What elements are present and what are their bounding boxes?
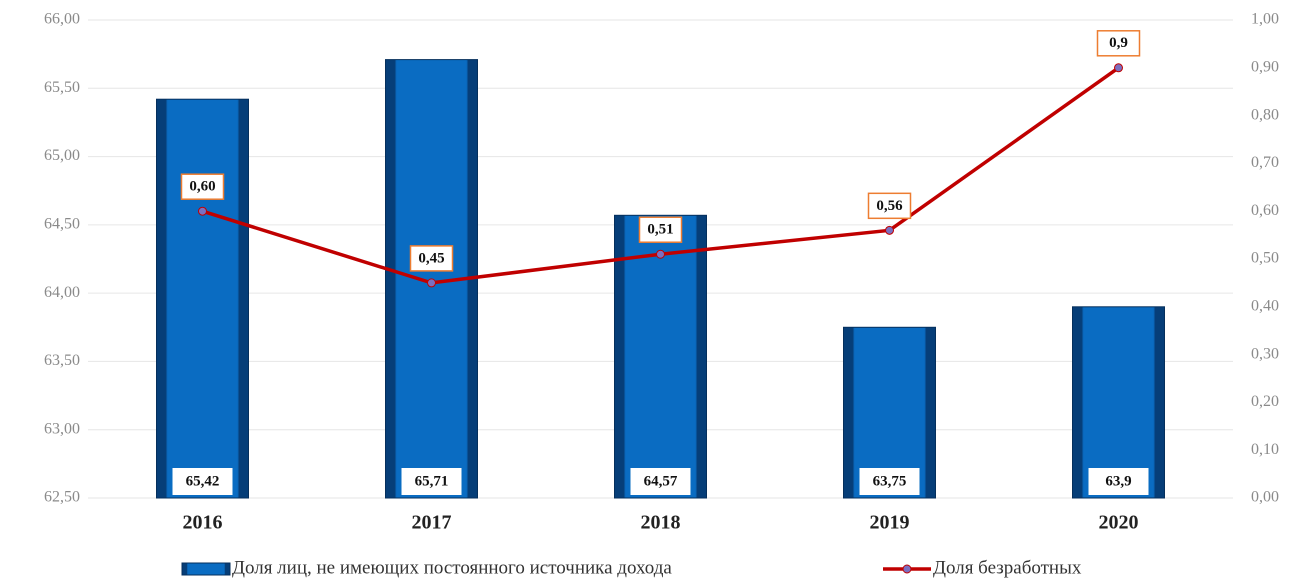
bar-label: 65,71: [415, 473, 449, 489]
line-label: 0,45: [418, 250, 444, 266]
x-tick-label: 2019: [870, 512, 910, 534]
line-label: 0,56: [876, 198, 903, 214]
legend-swatch: [181, 562, 231, 576]
bar-label: 63,75: [873, 473, 907, 489]
bar-label-box: [630, 468, 691, 495]
y-tick-label: 64,50: [44, 216, 80, 233]
bar-label: 65,42: [186, 473, 220, 489]
y2-tick-label: 0,40: [1251, 297, 1279, 314]
bar-label-box: [172, 468, 233, 495]
bar-label: 64,57: [644, 473, 678, 489]
y-tick-label: 65,00: [44, 147, 80, 164]
y2-tick-label: 0,80: [1251, 106, 1279, 123]
line-marker: [427, 278, 436, 288]
bar-label-box: [401, 468, 462, 495]
y2-tick-label: 1,00: [1251, 11, 1279, 28]
bar-label-box: [1088, 468, 1149, 495]
x-tick-label: 2020: [1099, 512, 1139, 534]
line-marker: [1114, 63, 1123, 73]
line-label: 0,51: [647, 222, 673, 238]
bar: [614, 214, 707, 499]
line-label-box: [409, 245, 454, 272]
y-tick-label: 65,50: [44, 79, 80, 96]
y-tick-label: 63,50: [44, 352, 80, 369]
line-label: 0,60: [189, 179, 215, 195]
line-label-box: [638, 216, 683, 243]
bar: [1072, 306, 1165, 499]
y2-tick-label: 0,70: [1251, 154, 1279, 171]
y2-tick-label: 0,20: [1251, 393, 1279, 410]
legend-label: Доля безработных: [933, 557, 1082, 578]
bar-label-box: [859, 468, 920, 495]
legend-label: Доля лиц, не имеющих постоянного источни…: [232, 557, 672, 578]
y2-tick-label: 0,90: [1251, 58, 1279, 75]
line-marker: [885, 225, 894, 235]
y-tick-label: 64,00: [44, 284, 80, 301]
y2-tick-label: 0,00: [1251, 489, 1279, 506]
x-tick-label: 2016: [183, 512, 223, 534]
line-label: 0,9: [1109, 35, 1128, 51]
bar-label: 63,9: [1105, 473, 1131, 489]
line-label-box: [1096, 30, 1141, 57]
line-marker: [198, 206, 207, 216]
line-label-box: [867, 192, 912, 220]
line-marker: [656, 249, 665, 259]
line-label-box: [180, 173, 225, 200]
y-tick-label: 63,00: [44, 420, 80, 437]
y2-tick-label: 0,30: [1251, 345, 1279, 362]
legend-marker: [902, 564, 912, 574]
x-tick-label: 2018: [641, 512, 681, 534]
x-tick-label: 2017: [412, 512, 452, 534]
y-tick-label: 66,00: [44, 11, 80, 28]
bar: [156, 98, 249, 499]
y2-tick-label: 0,60: [1251, 202, 1279, 219]
y2-tick-label: 0,50: [1251, 250, 1279, 267]
y2-tick-label: 0,10: [1251, 441, 1279, 458]
y-tick-label: 62,50: [44, 489, 80, 506]
